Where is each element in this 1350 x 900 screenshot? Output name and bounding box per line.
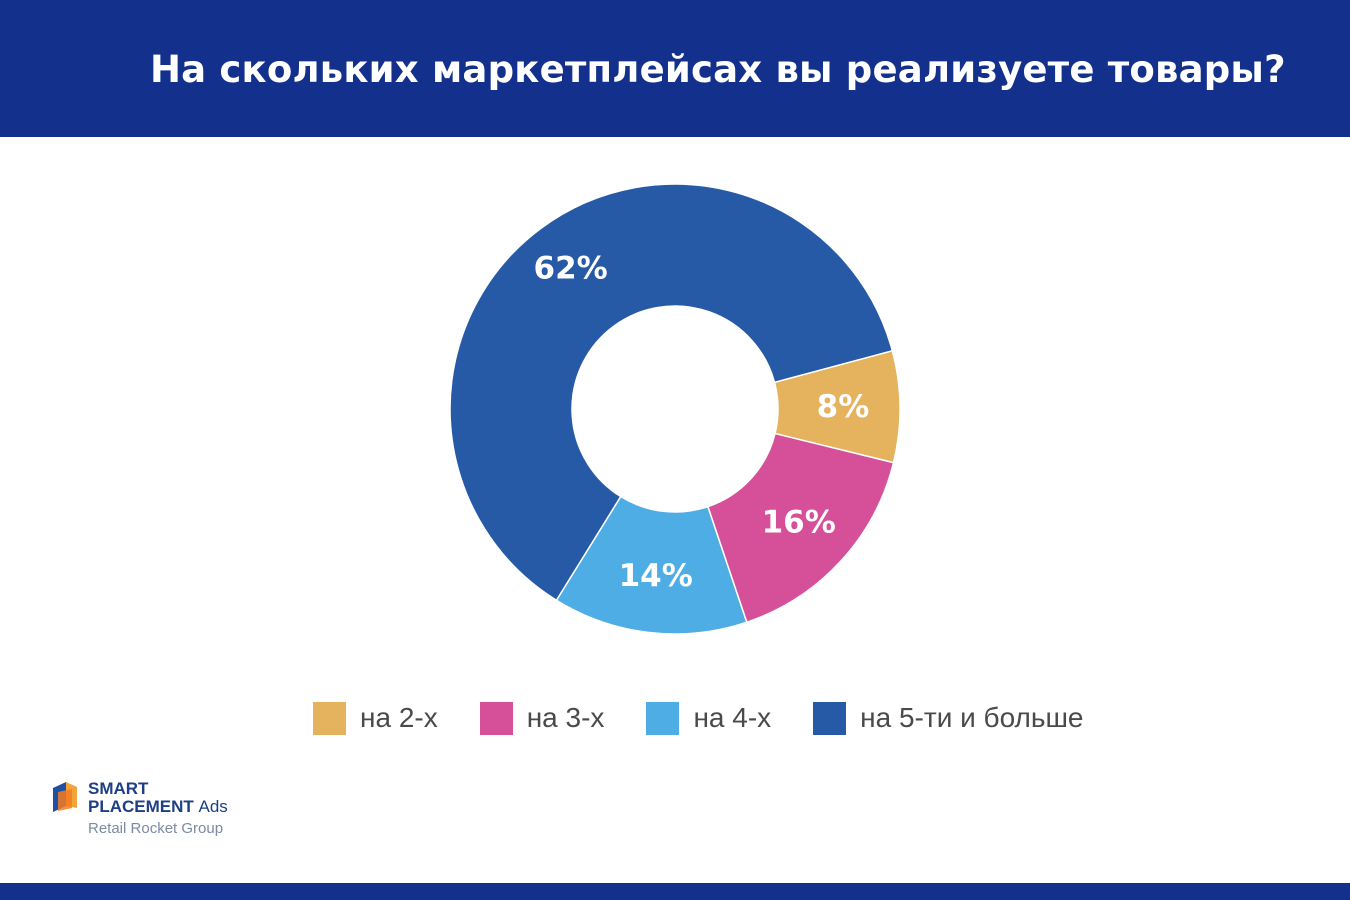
logo-text-ads: Ads: [198, 797, 228, 816]
legend-swatch-5-plus: [813, 701, 847, 735]
data-label-3: 16%: [762, 505, 836, 541]
legend-swatch-2: [313, 701, 346, 735]
legend-item-3: на 3-х: [479, 701, 605, 735]
legend-label-5-plus: на 5-ти и больше: [860, 702, 1084, 733]
legend-label-2: на 2-х: [360, 702, 438, 733]
chart-legend: на 2-х на 3-х на 4-х на 5-ти и больше: [313, 700, 1084, 736]
legend-item-2: на 2-х: [313, 701, 438, 735]
donut-slice-5-plus: [449, 183, 894, 602]
footer-bar: [0, 883, 1350, 900]
brand-logo: SMART PLACEMENT Ads Retail Rocket Group: [50, 778, 310, 840]
legend-swatch-3: [479, 701, 513, 735]
legend-item-4: на 4-х: [646, 701, 772, 735]
donut-chart: 8% 16% 14% 62%: [449, 183, 901, 635]
legend-swatch-4: [646, 701, 680, 735]
logo-text-group: Retail Rocket Group: [88, 820, 224, 837]
donut-slice-4: [555, 495, 748, 635]
legend-label-3: на 3-х: [526, 702, 605, 733]
logo-text-smart: SMART: [88, 779, 149, 798]
chart-title: На скольких маркетплейсах вы реализуете …: [150, 48, 1286, 91]
header-banner: На скольких маркетплейсах вы реализуете …: [0, 0, 1350, 137]
donut-slices: [449, 183, 901, 635]
legend-item-5-plus: на 5-ти и больше: [813, 701, 1084, 735]
data-label-4: 14%: [619, 558, 693, 594]
logo-text-placement-main: PLACEMENT: [88, 797, 194, 816]
donut-data-labels: 8% 16% 14% 62%: [534, 251, 870, 594]
logo-cube-icon: [53, 782, 77, 812]
legend-label-4: на 4-х: [693, 702, 772, 733]
data-label-2: 8%: [817, 389, 870, 425]
donut-slice-3: [706, 432, 895, 624]
logo-text-placement: PLACEMENT Ads: [88, 798, 228, 816]
data-label-5-plus: 62%: [534, 251, 608, 287]
